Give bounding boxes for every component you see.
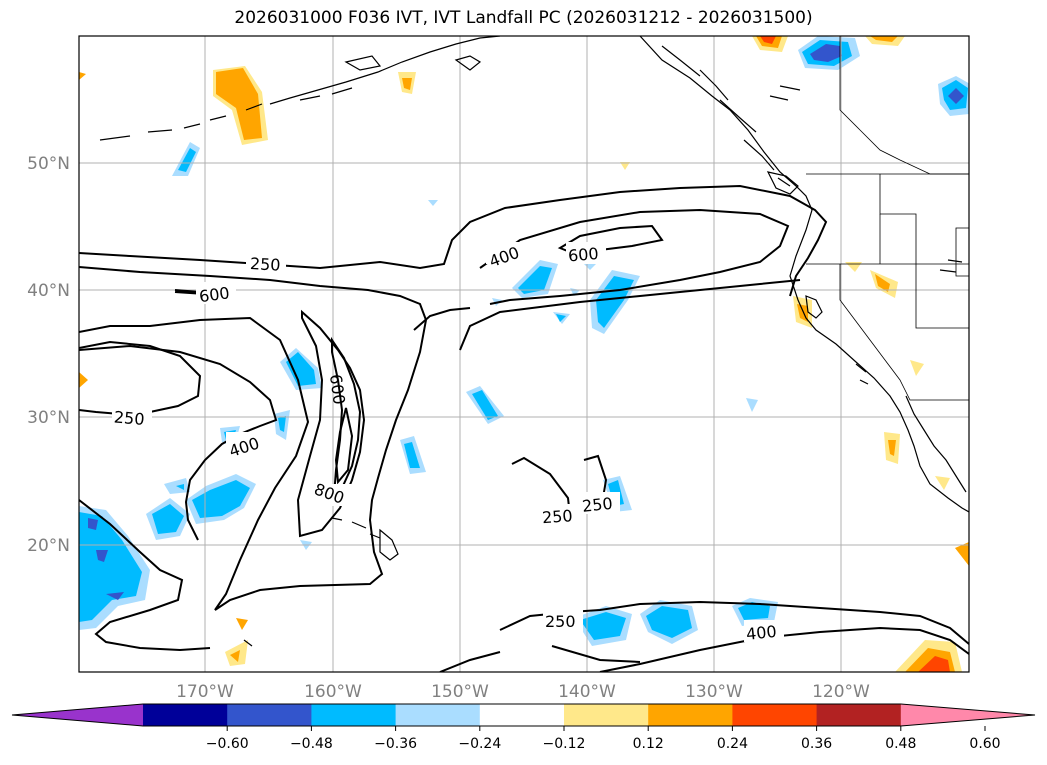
colorbar-segment — [816, 704, 902, 726]
colorbar-tick-label: 0.48 — [885, 736, 916, 752]
contour-labels: 250 600 400 600 250 400 600 800 250 250 … — [112, 242, 784, 644]
colorbar-tick-label: −0.48 — [290, 736, 333, 752]
colorbar-tick-label: 0.12 — [633, 736, 664, 752]
lat-tick-label: 20°N — [27, 536, 70, 556]
contour-label: 600 — [326, 373, 349, 406]
negative-shading — [79, 36, 969, 646]
contour-label: 250 — [250, 254, 281, 275]
colorbar-segment — [311, 704, 397, 726]
lon-tick-label: 170°W — [176, 682, 234, 702]
lat-tick-label: 30°N — [27, 408, 70, 428]
colorbar-segment — [648, 704, 733, 726]
contour-label: 250 — [545, 612, 576, 631]
lon-tick-label: 140°W — [558, 682, 616, 702]
lat-tick-label: 50°N — [27, 154, 70, 174]
lon-tick-label: 120°W — [812, 682, 870, 702]
contour-label: 250 — [541, 506, 573, 527]
coastlines — [99, 36, 969, 647]
colorbar-outline — [11, 703, 1036, 727]
lat-ticks: 50°N 40°N 30°N 20°N — [27, 154, 70, 556]
colorbar-tick-label: −0.60 — [206, 736, 249, 752]
contour-label: 250 — [113, 407, 145, 429]
contour-label: 600 — [198, 283, 231, 306]
colorbar-tick-label: −0.36 — [374, 736, 417, 752]
map-title: 2026031000 F036 IVT, IVT Landfall PC (20… — [234, 8, 813, 28]
colorbar: −0.60 −0.48 −0.36 −0.24 −0.12 0.12 0.24 0.36 0.4… — [11, 703, 1036, 752]
contour-label: 400 — [745, 622, 777, 644]
map-frame — [78, 35, 970, 673]
colorbar-segment — [732, 704, 818, 726]
colorbar-segment — [564, 704, 649, 726]
lon-tick-label: 130°W — [685, 682, 743, 702]
lon-ticks: 170°W 160°W 150°W 140°W 130°W 120°W — [176, 682, 870, 702]
colorbar-tick-label: 0.36 — [801, 736, 832, 752]
lon-tick-label: 150°W — [431, 682, 489, 702]
colorbar-segment — [143, 704, 228, 726]
colorbar-tick-label: 0.24 — [717, 736, 748, 752]
political-boundaries — [806, 36, 969, 401]
colorbar-tick-label: 0.60 — [969, 736, 1000, 752]
map-area: 250 600 400 600 250 400 600 800 250 250 … — [79, 36, 969, 672]
contour-label: 250 — [581, 494, 613, 516]
lat-tick-label: 40°N — [27, 281, 70, 301]
colorbar-extend-max — [900, 704, 1035, 726]
colorbar-tick-label: −0.24 — [458, 736, 501, 752]
colorbar-tick-label: −0.12 — [543, 736, 586, 752]
colorbar-segment — [227, 704, 312, 726]
positive-shading — [79, 36, 969, 672]
colorbar-extend-min — [12, 704, 143, 726]
graticule — [79, 36, 969, 672]
contour-label: 600 — [567, 244, 599, 266]
colorbar-segment — [479, 704, 565, 726]
colorbar-segment — [395, 704, 481, 726]
lon-tick-label: 160°W — [304, 682, 362, 702]
